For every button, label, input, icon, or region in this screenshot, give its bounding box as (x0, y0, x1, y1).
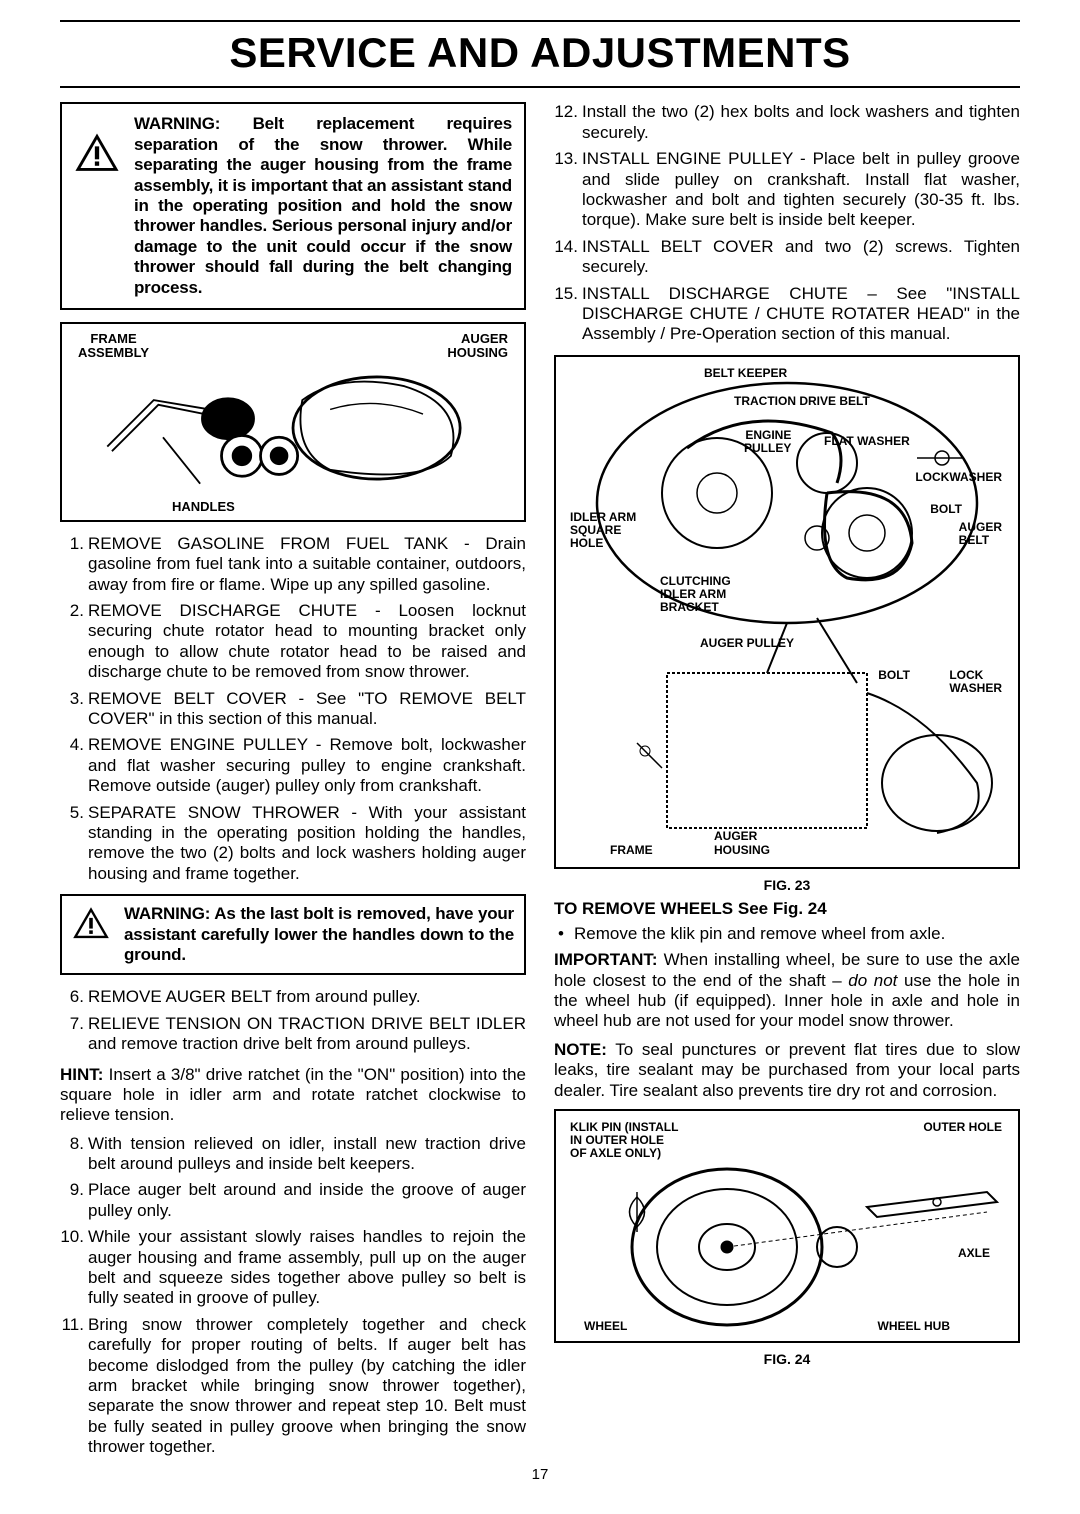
label-frame-assembly: FRAME ASSEMBLY (78, 332, 149, 361)
warning2-text: WARNING: As the last bolt is removed, ha… (124, 904, 514, 965)
left-column: WARNING: Belt replacement requires separ… (60, 102, 526, 1467)
figure-24-box: KLIK PIN (INSTALL IN OUTER HOLE OF AXLE … (554, 1109, 1020, 1343)
step-4: REMOVE ENGINE PULLEY - Remove bolt, lock… (60, 735, 526, 796)
rule-top (60, 20, 1020, 22)
important-lead: IMPORTANT: (554, 950, 658, 969)
wheels-bullet: Remove the klik pin and remove wheel fro… (554, 924, 1020, 944)
label-frame: FRAME (610, 844, 653, 857)
step-5: SEPARATE SNOW THROWER - With your assist… (60, 803, 526, 885)
warning-last-bolt: WARNING: As the last bolt is removed, ha… (60, 894, 526, 975)
label-auger-housing-bot: AUGER HOUSING (714, 830, 770, 856)
step-12: Install the two (2) hex bolts and lock w… (554, 102, 1020, 143)
step-1: REMOVE GASOLINE FROM FUEL TANK - Drain g… (60, 534, 526, 595)
step-2: REMOVE DISCHARGE CHUTE - Loosen locknut … (60, 601, 526, 683)
note-text: To seal punctures or prevent flat tires … (554, 1040, 1020, 1100)
warning-text: WARNING: Belt replacement requires separ… (134, 114, 512, 298)
step-10: While your assistant slowly raises handl… (60, 1227, 526, 1309)
step-8: With tension relieved on idler, install … (60, 1134, 526, 1175)
note-para: NOTE: To seal punctures or prevent flat … (554, 1040, 1020, 1101)
label-lockwasher: LOCKWASHER (915, 471, 1002, 484)
fig24-diagram: KLIK PIN (INSTALL IN OUTER HOLE OF AXLE … (564, 1117, 1010, 1337)
label-bolt: BOLT (930, 503, 962, 516)
label-clutching: CLUTCHING IDLER ARM BRACKET (660, 575, 731, 615)
label-flat-washer: FLAT WASHER (824, 435, 910, 448)
label-wheel: WHEEL (584, 1320, 627, 1333)
label-idler-arm: IDLER ARM SQUARE HOLE (570, 511, 636, 551)
fig23-diagram: BELT KEEPER TRACTION DRIVE BELT ENGINE P… (564, 363, 1010, 863)
label-wheel-hub: WHEEL HUB (878, 1320, 950, 1333)
warning2-lead: WARNING: (124, 904, 210, 923)
steps-8-11: With tension relieved on idler, install … (60, 1134, 526, 1458)
label-klik-pin: KLIK PIN (INSTALL IN OUTER HOLE OF AXLE … (570, 1121, 678, 1161)
step-13: INSTALL ENGINE PULLEY - Place belt in pu… (554, 149, 1020, 231)
right-column: Install the two (2) hex bolts and lock w… (554, 102, 1020, 1467)
wheels-heading: TO REMOVE WHEELS See Fig. 24 (554, 899, 1020, 919)
rule-under-title (60, 86, 1020, 88)
important-italic: do not (848, 971, 897, 990)
label-auger-housing: AUGER HOUSING (447, 332, 508, 361)
page-number: 17 (60, 1466, 1020, 1484)
steps-12-15: Install the two (2) hex bolts and lock w… (554, 102, 1020, 344)
warning-triangle-icon (72, 906, 110, 939)
label-traction-drive-belt: TRACTION DRIVE BELT (734, 395, 870, 408)
label-outer-hole: OUTER HOLE (923, 1121, 1002, 1134)
two-column-layout: WARNING: Belt replacement requires separ… (60, 102, 1020, 1467)
fig23-caption: FIG. 23 (554, 877, 1020, 894)
hint-text: Insert a 3/8" drive ratchet (in the "ON"… (60, 1065, 526, 1125)
page-title: SERVICE AND ADJUSTMENTS (60, 28, 1020, 78)
label-lock-washer: LOCK WASHER (949, 669, 1002, 695)
label-bolt2: BOLT (878, 669, 910, 682)
label-auger-belt: AUGER BELT (959, 521, 1002, 547)
separation-illustration (72, 363, 514, 493)
step-15: INSTALL DISCHARGE CHUTE – See "INSTALL D… (554, 284, 1020, 345)
diagram-separation: FRAME ASSEMBLY AUGER HOUSING (60, 322, 526, 522)
step-9: Place auger belt around and inside the g… (60, 1180, 526, 1221)
warning-belt-replacement: WARNING: Belt replacement requires separ… (60, 102, 526, 310)
label-belt-keeper: BELT KEEPER (704, 367, 787, 380)
hint-para: HINT: Insert a 3/8" drive ratchet (in th… (60, 1065, 526, 1126)
label-engine-pulley: ENGINE PULLEY (744, 429, 791, 455)
step-7: RELIEVE TENSION ON TRACTION DRIVE BELT I… (60, 1014, 526, 1055)
fig24-caption: FIG. 24 (554, 1351, 1020, 1368)
steps-1-5: REMOVE GASOLINE FROM FUEL TANK - Drain g… (60, 534, 526, 884)
step-3: REMOVE BELT COVER - See "TO REMOVE BELT … (60, 689, 526, 730)
step-6: REMOVE AUGER BELT from around pulley. (60, 987, 526, 1007)
warning-body: Belt replacement requires separation of … (134, 114, 512, 296)
step-14: INSTALL BELT COVER and two (2) screws. T… (554, 237, 1020, 278)
warning-lead: WARNING: (134, 114, 220, 133)
label-axle: AXLE (958, 1247, 990, 1260)
steps-6-7: REMOVE AUGER BELT from around pulley. RE… (60, 987, 526, 1054)
label-handles: HANDLES (172, 500, 235, 514)
label-auger-pulley: AUGER PULLEY (700, 637, 794, 650)
step-11: Bring snow thrower completely together a… (60, 1315, 526, 1458)
hint-lead: HINT: (60, 1065, 103, 1084)
note-lead: NOTE: (554, 1040, 607, 1059)
warning-triangle-icon (74, 132, 120, 172)
important-para: IMPORTANT: When installing wheel, be sur… (554, 950, 1020, 1032)
figure-23-box: BELT KEEPER TRACTION DRIVE BELT ENGINE P… (554, 355, 1020, 869)
